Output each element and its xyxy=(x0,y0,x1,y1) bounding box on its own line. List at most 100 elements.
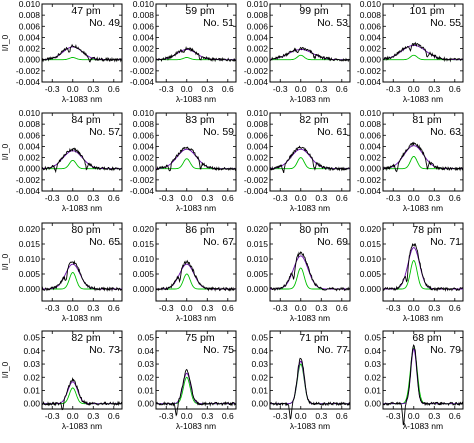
component-line xyxy=(383,259,463,290)
x-tick-label: 0.6 xyxy=(336,84,348,94)
y-tick-label: 0.02 xyxy=(251,372,268,382)
y-tick-label: 0.01 xyxy=(23,385,40,395)
x-axis-label: λ-1083 nm xyxy=(176,421,216,431)
y-tick-label: 0.00 xyxy=(251,399,268,409)
x-tick-label: 0.3 xyxy=(315,193,327,203)
y-tick-label: -0.004 xyxy=(244,77,268,87)
y-tick-label: 0.002 xyxy=(19,44,41,54)
y-tick-label: 0.020 xyxy=(247,224,269,234)
component-line xyxy=(270,363,350,405)
plot-frame xyxy=(382,112,464,192)
panel-16: 0.05 0.04 0.03 0.02 0.01 0.00 -0.3 0.0 0.3 0.6 λ-1… xyxy=(364,330,464,431)
observed-line xyxy=(269,145,351,174)
y-tick-label: 0.002 xyxy=(133,44,155,54)
fit-line xyxy=(156,372,236,405)
plot-frame xyxy=(382,3,464,83)
x-tick-label: 0.6 xyxy=(336,193,348,203)
panel-annotation-value: 71 pm xyxy=(299,332,328,344)
panel-annotation-label: No. 71 xyxy=(430,236,461,248)
y-tick-label: 0.006 xyxy=(360,21,382,31)
plot-frame xyxy=(382,330,464,410)
observed-line xyxy=(269,46,351,63)
x-tick-label: 0.6 xyxy=(449,303,461,313)
y-tick-label: -0.002 xyxy=(16,175,40,185)
x-axis-label: λ-1083 nm xyxy=(290,313,330,323)
panel-annotation-label: No. 73 xyxy=(89,344,120,356)
y-tick-label: 0.010 xyxy=(247,0,269,9)
plot-frame xyxy=(269,3,351,83)
observed-line xyxy=(155,146,237,172)
y-tick-label: -0.002 xyxy=(244,66,268,76)
y-tick-label: 0.000 xyxy=(133,284,155,294)
panel-12: 0.020 0.015 0.010 0.005 0.000 -0.3 0.0 0.3 0.6 λ-… xyxy=(360,222,464,323)
y-tick-label: -0.002 xyxy=(130,175,154,185)
plot-frame xyxy=(155,330,237,410)
y-axis-label: I/I_0 xyxy=(0,361,10,378)
y-tick-label: -0.002 xyxy=(244,175,268,185)
x-tick-label: 0.6 xyxy=(336,411,348,421)
x-tick-label: 0.3 xyxy=(315,411,327,421)
x-tick-label: -0.3 xyxy=(273,84,288,94)
y-tick-label: 0.010 xyxy=(133,0,155,9)
observed-line xyxy=(382,41,464,63)
plot-frame xyxy=(155,3,237,83)
panel-annotation-value: 101 pm xyxy=(409,5,444,17)
observed-line xyxy=(41,43,123,63)
y-tick-label: 0.006 xyxy=(19,21,41,31)
x-tick-label: 0.3 xyxy=(428,411,440,421)
x-tick-label: 0.3 xyxy=(87,303,99,313)
y-tick-label: 0.04 xyxy=(364,346,381,356)
x-tick-label: 0.0 xyxy=(67,303,79,313)
y-tick-label: 0.005 xyxy=(247,269,269,279)
plot-frame xyxy=(382,222,464,302)
x-axis-label: λ-1083 nm xyxy=(176,94,216,104)
y-tick-label: -0.004 xyxy=(130,77,154,87)
y-tick-label: 0.004 xyxy=(19,32,41,42)
y-tick-label: 0.008 xyxy=(19,10,41,20)
y-tick-label: 0.04 xyxy=(23,346,40,356)
x-tick-label: 0.0 xyxy=(181,193,193,203)
observed-line xyxy=(155,259,237,292)
panel-annotation-value: 86 pm xyxy=(185,224,214,236)
x-tick-label: 0.3 xyxy=(201,411,213,421)
y-tick-label: 0.008 xyxy=(19,119,41,129)
panel-annotation-value: 82 pm xyxy=(71,332,100,344)
y-tick-label: 0.02 xyxy=(23,372,40,382)
x-tick-label: -0.3 xyxy=(273,303,288,313)
y-tick-label: 0.002 xyxy=(247,153,269,163)
y-tick-label: 0.05 xyxy=(251,333,268,343)
y-tick-label: 0.02 xyxy=(364,372,381,382)
x-tick-label: 0.3 xyxy=(87,193,99,203)
y-tick-label: 0.004 xyxy=(133,32,155,42)
y-tick-label: 0.006 xyxy=(360,130,382,140)
component-line xyxy=(383,347,463,405)
x-tick-label: 0.0 xyxy=(295,84,307,94)
panel-annotation-label: No. 51 xyxy=(203,17,234,29)
plot-frame xyxy=(41,222,123,302)
y-tick-label: 0.05 xyxy=(364,333,381,343)
x-tick-label: 0.3 xyxy=(201,303,213,313)
x-tick-label: 0.6 xyxy=(449,411,461,421)
fit-line xyxy=(156,148,236,170)
y-tick-label: 0.000 xyxy=(19,55,41,65)
y-tick-label: 0.002 xyxy=(360,153,382,163)
y-tick-label: 0.04 xyxy=(251,346,268,356)
x-axis-label: λ-1083 nm xyxy=(290,421,330,431)
y-tick-label: 0.006 xyxy=(19,130,41,140)
fit-line xyxy=(383,247,463,290)
x-tick-label: -0.3 xyxy=(273,411,288,421)
y-tick-label: 0.004 xyxy=(360,32,382,42)
y-tick-label: 0.02 xyxy=(137,372,154,382)
y-tick-label: 0.008 xyxy=(360,119,382,129)
y-tick-label: 0.006 xyxy=(247,130,269,140)
plot-frame xyxy=(269,222,351,302)
y-tick-label: 0.008 xyxy=(247,10,269,20)
panel-annotation-label: No. 49 xyxy=(89,17,120,29)
y-tick-label: 0.020 xyxy=(360,224,382,234)
x-axis-label: λ-1083 nm xyxy=(403,203,443,213)
y-tick-label: 0.002 xyxy=(247,44,269,54)
y-tick-label: 0.002 xyxy=(360,44,382,54)
y-tick-label: 0.002 xyxy=(19,153,41,163)
y-tick-label: 0.03 xyxy=(23,359,40,369)
